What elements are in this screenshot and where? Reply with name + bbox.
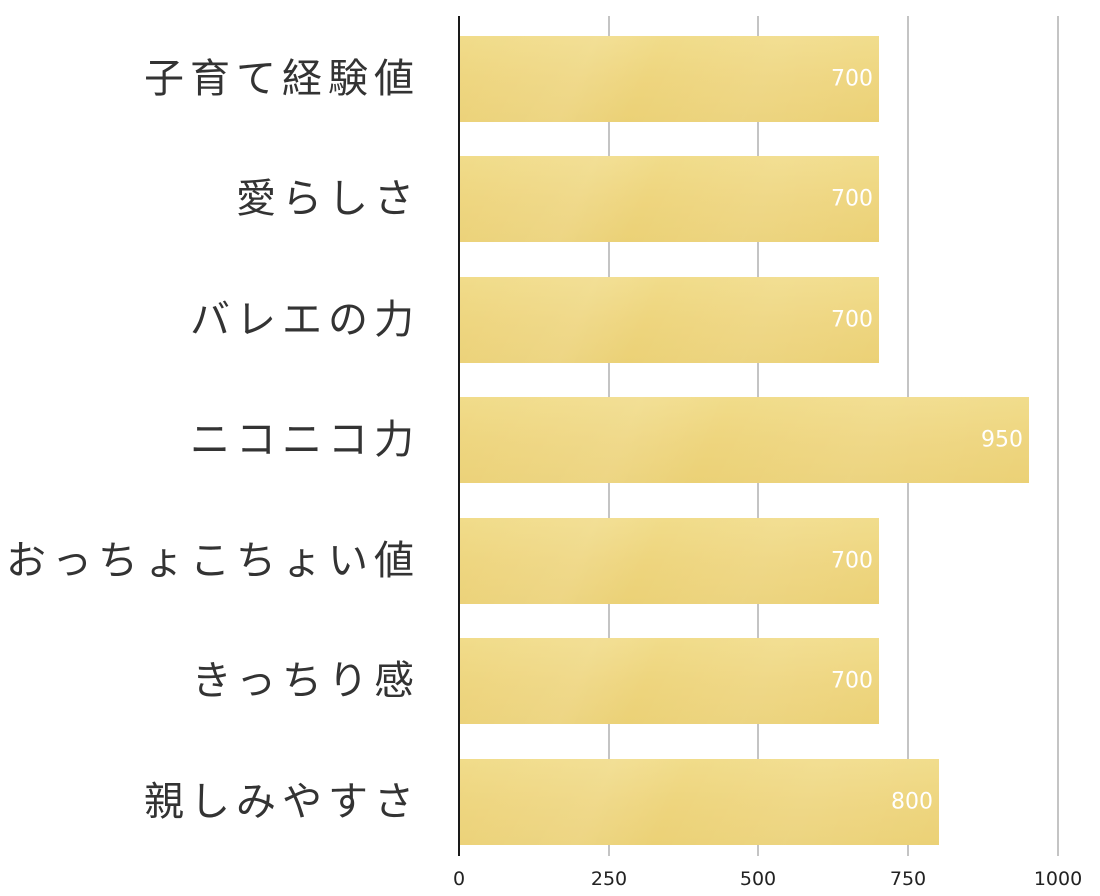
category-label: バレエの力 [190,297,420,343]
bar-value-label: 700 [831,307,873,333]
bar: 700 [460,277,879,363]
bar: 700 [460,638,879,724]
bar-value-label: 700 [831,548,873,574]
category-label: 親しみやすさ [144,779,420,825]
x-tick-label: 500 [739,868,777,890]
bar-value-label: 700 [831,668,873,694]
bar: 800 [460,759,939,845]
x-tick-label: 250 [590,868,628,890]
bar: 700 [460,156,879,242]
category-label: おっちょこちょい値 [6,538,420,584]
bar: 950 [460,397,1029,483]
category-label: 愛らしさ [236,176,420,222]
gridline-1000 [1057,16,1059,856]
x-tick-label: 1000 [1033,868,1083,890]
bar-value-label: 700 [831,66,873,92]
bar: 700 [460,36,879,122]
category-label: ニコニコ力 [190,417,420,463]
bar: 700 [460,518,879,604]
x-tick-label: 0 [452,868,466,890]
y-axis-line [458,16,460,856]
bar-value-label: 700 [831,186,873,212]
category-label: 子育て経験値 [144,56,420,102]
x-tick-label: 750 [889,868,927,890]
category-label: きっちり感 [191,658,420,704]
bar-value-label: 950 [981,427,1023,453]
bar-value-label: 800 [891,789,933,815]
